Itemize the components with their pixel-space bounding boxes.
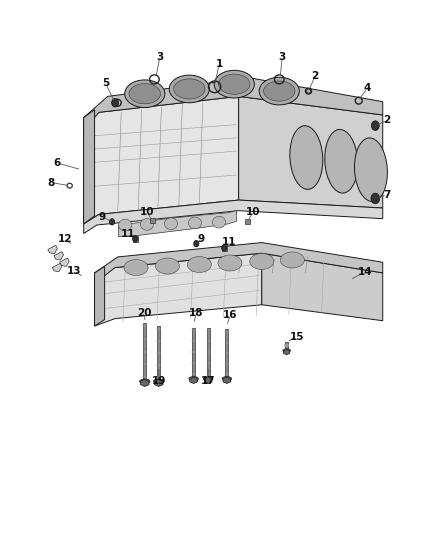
Text: 10: 10 [246,207,260,217]
Text: 19: 19 [152,376,166,386]
Ellipse shape [203,376,213,381]
Ellipse shape [325,130,358,193]
Circle shape [371,193,380,204]
Text: 9: 9 [99,212,106,222]
Text: 7: 7 [383,190,391,200]
Ellipse shape [125,80,165,108]
Polygon shape [95,253,262,326]
Polygon shape [239,96,383,208]
Text: 4: 4 [364,83,371,93]
Text: 12: 12 [58,234,73,244]
Ellipse shape [218,255,242,271]
Ellipse shape [169,75,209,103]
Polygon shape [84,200,383,233]
Bar [150,218,155,223]
Ellipse shape [214,70,254,98]
Polygon shape [119,211,237,237]
Bar [133,236,138,241]
Polygon shape [204,377,212,383]
Polygon shape [54,252,64,260]
Ellipse shape [280,252,304,268]
Ellipse shape [155,258,180,274]
Polygon shape [84,96,239,224]
Ellipse shape [124,260,148,276]
Circle shape [112,99,119,107]
Polygon shape [84,110,95,224]
Text: 11: 11 [221,237,236,247]
Polygon shape [284,350,290,354]
Polygon shape [48,245,57,254]
Bar [285,342,288,349]
Ellipse shape [153,379,164,384]
Ellipse shape [129,84,160,104]
Ellipse shape [283,349,290,352]
Polygon shape [52,263,62,272]
Text: 3: 3 [279,52,286,61]
Polygon shape [190,377,198,383]
Ellipse shape [259,77,299,105]
Ellipse shape [212,216,226,228]
Text: 9: 9 [197,234,204,244]
Ellipse shape [164,218,177,230]
Ellipse shape [222,376,232,381]
Bar [245,219,250,224]
Circle shape [371,121,379,131]
Polygon shape [155,379,163,386]
Circle shape [194,240,199,247]
Ellipse shape [219,74,250,94]
Ellipse shape [188,217,201,229]
Ellipse shape [141,219,153,230]
Text: 2: 2 [311,71,319,81]
Ellipse shape [173,79,205,99]
Polygon shape [223,377,231,383]
Polygon shape [84,78,383,131]
Ellipse shape [264,81,295,101]
Text: 14: 14 [358,267,373,277]
Text: 15: 15 [290,332,304,342]
Text: 10: 10 [140,207,154,217]
Text: 1: 1 [215,60,223,69]
Text: 8: 8 [47,177,54,188]
Ellipse shape [119,219,132,231]
Polygon shape [60,258,69,266]
Text: 2: 2 [384,115,391,125]
Text: 11: 11 [121,229,135,239]
Circle shape [110,219,115,225]
Ellipse shape [139,379,150,384]
Circle shape [133,236,138,242]
Text: 16: 16 [223,310,237,320]
Bar [225,329,228,377]
Ellipse shape [250,254,274,269]
Text: 13: 13 [67,266,81,276]
Text: 6: 6 [53,158,60,168]
Bar [192,328,195,377]
Bar [143,324,146,379]
Polygon shape [141,379,149,386]
Bar [157,326,160,379]
Text: 3: 3 [156,52,164,61]
Circle shape [222,245,227,251]
Text: 20: 20 [138,308,152,318]
Polygon shape [95,266,105,326]
Text: 5: 5 [102,78,109,88]
Polygon shape [95,243,383,284]
Ellipse shape [189,376,198,381]
Text: 17: 17 [201,376,215,386]
Polygon shape [262,253,383,321]
Ellipse shape [290,126,323,189]
Bar [222,245,227,251]
Bar [207,328,210,377]
Ellipse shape [354,138,387,201]
Text: 18: 18 [189,308,204,318]
Ellipse shape [187,256,212,272]
